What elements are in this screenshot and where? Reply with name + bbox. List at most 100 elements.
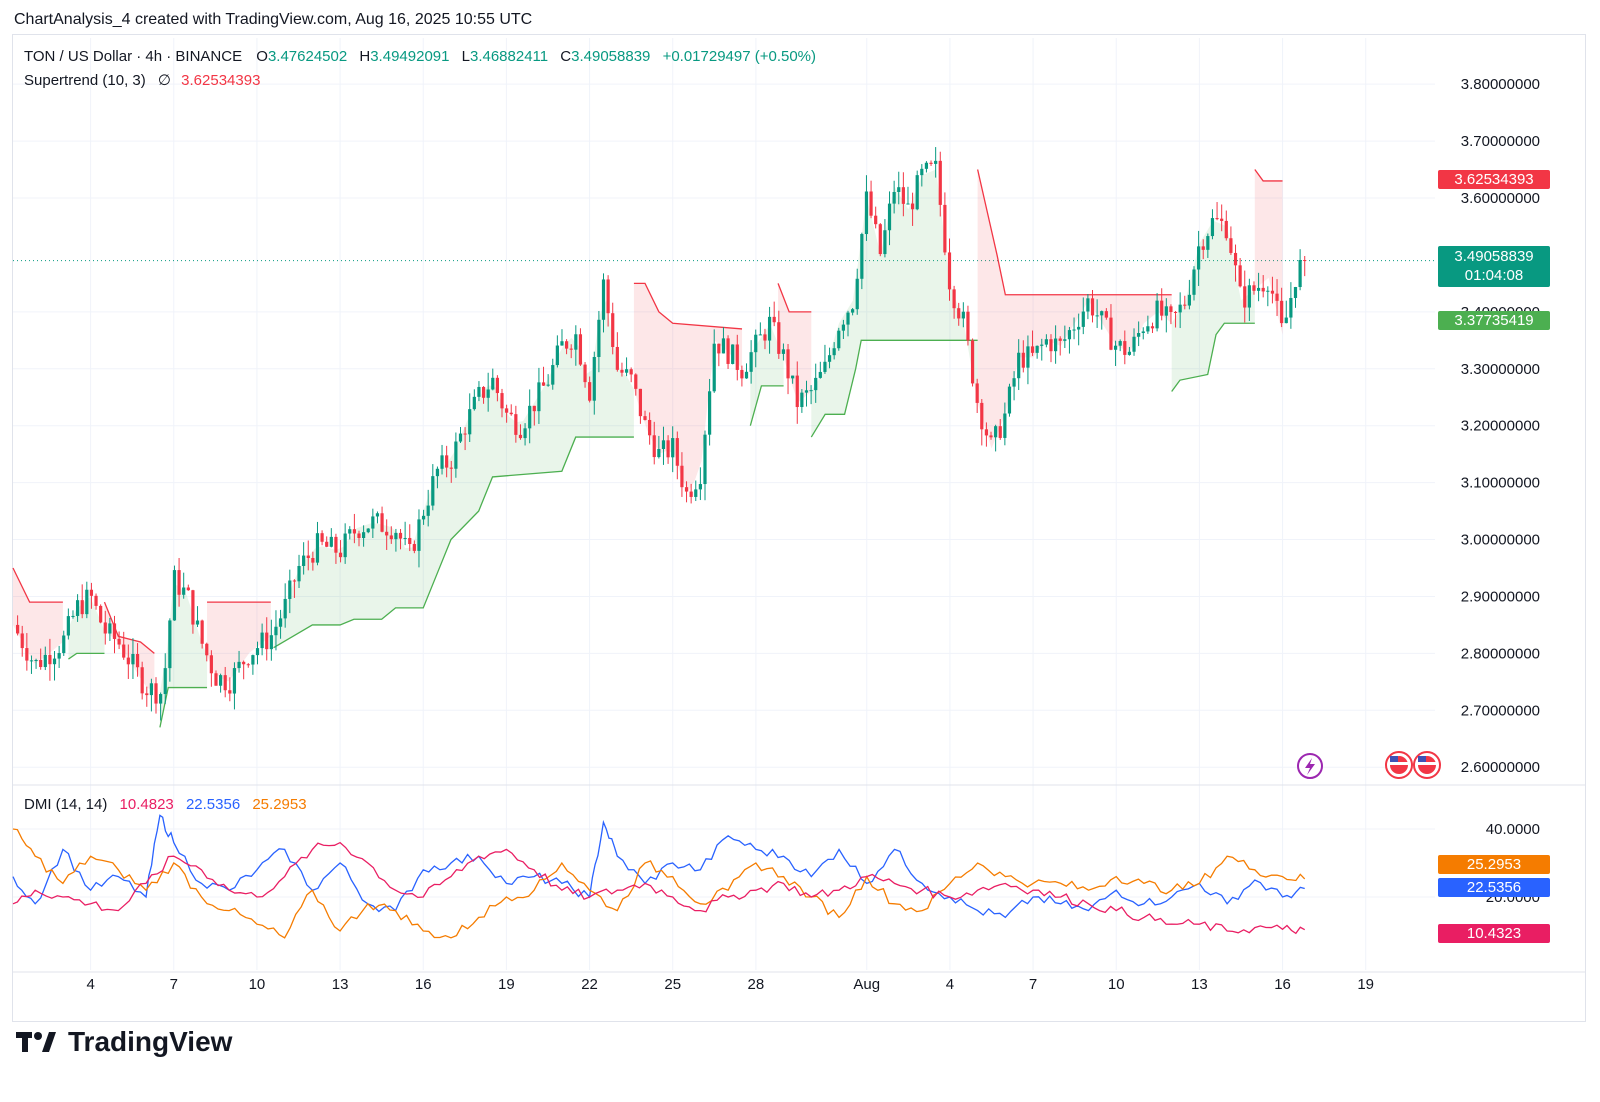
lightning-icon — [1297, 753, 1323, 779]
candle-body — [412, 544, 416, 551]
x-tick-label: 16 — [415, 976, 432, 993]
candle-body — [611, 313, 615, 347]
candle-body — [311, 558, 315, 563]
candle-body — [62, 635, 66, 654]
candle-body — [712, 343, 716, 392]
dmi-label[interactable]: DMI (14, 14) — [24, 796, 108, 813]
candle-body — [177, 570, 181, 595]
candle-body — [343, 533, 347, 558]
candle-body — [1233, 252, 1238, 266]
candle-body — [269, 635, 273, 650]
candle-body — [892, 191, 896, 204]
symbol-legend[interactable]: TON / US Dollar · 4h · BINANCE O3.476245… — [24, 48, 818, 65]
candle-body — [1229, 238, 1233, 253]
candle-body — [629, 369, 633, 375]
supertrend-line — [159, 686, 208, 728]
candle-body — [528, 405, 532, 429]
candle-body — [1289, 297, 1293, 318]
candle-body — [29, 660, 34, 662]
candle-body — [477, 386, 481, 397]
supertrend-value: 3.62534393 — [181, 72, 261, 89]
candle-body — [698, 484, 702, 490]
hidden-icon[interactable]: ∅ — [157, 72, 171, 89]
candle-body — [417, 519, 421, 551]
candle-body — [947, 252, 952, 290]
candle-body — [754, 334, 758, 353]
candle-body — [597, 319, 601, 358]
candle-body — [1026, 346, 1030, 368]
candle-body — [606, 279, 610, 314]
candle-body — [1201, 246, 1205, 250]
candle-body — [431, 476, 435, 506]
candle-body — [1206, 236, 1210, 250]
candle-body — [906, 203, 910, 205]
candle-body — [740, 369, 744, 379]
x-tick-label: 7 — [170, 976, 178, 993]
candle-body — [1256, 287, 1261, 291]
candle-body — [1146, 326, 1150, 332]
candle-body — [684, 487, 689, 492]
us-flag-icon-stripe — [1390, 762, 1408, 765]
candle-body — [1063, 339, 1067, 341]
candle-body — [578, 334, 583, 365]
candle-body — [855, 278, 859, 310]
candle-body — [920, 168, 924, 176]
supertrend-line — [633, 282, 743, 330]
candle-body — [228, 690, 232, 694]
candle-body — [657, 449, 661, 458]
candle-body — [205, 643, 209, 656]
candle-body — [449, 467, 453, 469]
candle-body — [1049, 339, 1053, 352]
candle-body — [495, 377, 499, 394]
candle-body — [218, 675, 223, 686]
candle-body — [800, 392, 804, 408]
symbol-title[interactable]: TON / US Dollar · 4h · BINANCE — [24, 48, 243, 65]
candle-body — [195, 620, 200, 625]
candle-body — [454, 441, 458, 469]
y-tick-label: 3.60000000 — [1461, 190, 1540, 207]
dmi-legend[interactable]: DMI (14, 14) 10.4823 22.5356 25.2953 — [24, 796, 309, 813]
us-flag-icon-stripe — [1418, 762, 1436, 765]
candle-body — [66, 616, 70, 636]
x-tick-label: 19 — [498, 976, 515, 993]
candle-body — [168, 620, 172, 669]
candle-body — [952, 289, 956, 309]
low-label: L — [461, 48, 470, 65]
supertrend-line — [273, 436, 634, 649]
candle-body — [1113, 345, 1118, 350]
high-label: H — [359, 48, 371, 65]
chart-caption: ChartAnalysis_4 created with TradingView… — [14, 11, 533, 28]
candle-body — [735, 344, 739, 370]
candle-body — [984, 429, 989, 436]
candle-body — [329, 536, 333, 547]
candle-body — [781, 349, 786, 354]
x-tick-label: Aug — [853, 976, 880, 993]
candle-body — [555, 345, 559, 366]
supertrend-label[interactable]: Supertrend (10, 3) — [24, 72, 146, 89]
axes: 4 7 10 13 16 19 22 25 28 Aug 4 7 10 13 16 19 3.80000000 3… — [86, 76, 1540, 993]
candle-body — [1118, 341, 1122, 346]
candle-body — [375, 513, 380, 517]
candle-body — [957, 308, 961, 319]
supertrend-line — [103, 601, 155, 654]
candle-body — [385, 531, 389, 536]
supertrend-fill-area — [633, 283, 743, 492]
candle-body — [823, 361, 827, 372]
tradingview-logo[interactable]: TradingView — [16, 1026, 232, 1058]
supertrend-lower-tag: 3.37735419 — [1438, 311, 1550, 330]
dmi-minus-value: 25.2953 — [252, 796, 307, 813]
candle-body — [1275, 293, 1279, 301]
supertrend-legend[interactable]: Supertrend (10, 3) ∅ 3.62534393 — [24, 71, 262, 89]
candle-body — [265, 632, 269, 650]
candle-body — [998, 426, 1002, 438]
candle-body — [551, 365, 555, 385]
x-tick-label: 13 — [332, 976, 349, 993]
candle-body — [357, 533, 361, 539]
candle-body — [1104, 311, 1108, 318]
supertrend-fill-area — [811, 169, 978, 438]
candle-body — [934, 160, 938, 164]
candle-body — [1007, 386, 1012, 414]
chart-frame[interactable] — [12, 34, 1586, 1022]
candle-body — [172, 570, 177, 621]
